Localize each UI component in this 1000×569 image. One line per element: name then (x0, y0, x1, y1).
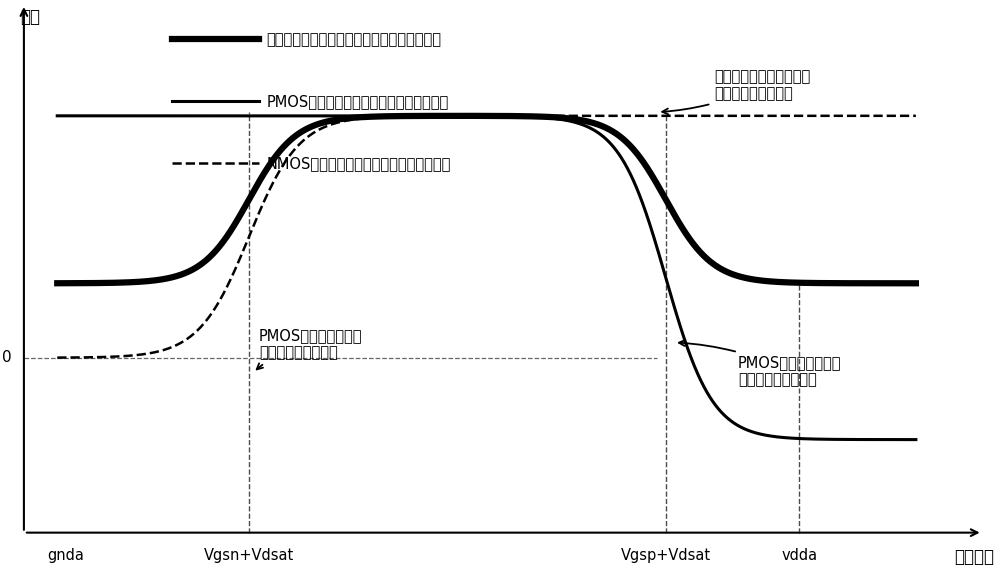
Text: PMOS输入对管的跨导
随输入电压变化曲线: PMOS输入对管的跨导 随输入电压变化曲线 (679, 340, 842, 387)
Text: Vgsp+Vdsat: Vgsp+Vdsat (621, 547, 711, 563)
Text: Vgsn+Vdsat: Vgsn+Vdsat (204, 547, 294, 563)
Text: 轨对轨运算放大器的跨导
随输入电压变化曲线: 轨对轨运算放大器的跨导 随输入电压变化曲线 (662, 69, 810, 114)
Text: gnda: gnda (47, 547, 84, 563)
Text: 0: 0 (2, 351, 11, 365)
Text: 输入电压: 输入电压 (954, 547, 994, 566)
Text: NMOS输入对管的跨导随输入电压变化曲线: NMOS输入对管的跨导随输入电压变化曲线 (266, 156, 451, 171)
Text: vdda: vdda (781, 547, 817, 563)
Text: 轨对轨运算放大器的跨导随输入电压变化曲线: 轨对轨运算放大器的跨导随输入电压变化曲线 (266, 32, 441, 47)
Text: 跨导: 跨导 (20, 8, 40, 26)
Text: PMOS输入对管的跨导随输入电压变化曲线: PMOS输入对管的跨导随输入电压变化曲线 (266, 94, 449, 109)
Text: PMOS输入对管的跨导
随输入电压变化曲线: PMOS输入对管的跨导 随输入电压变化曲线 (257, 328, 362, 369)
